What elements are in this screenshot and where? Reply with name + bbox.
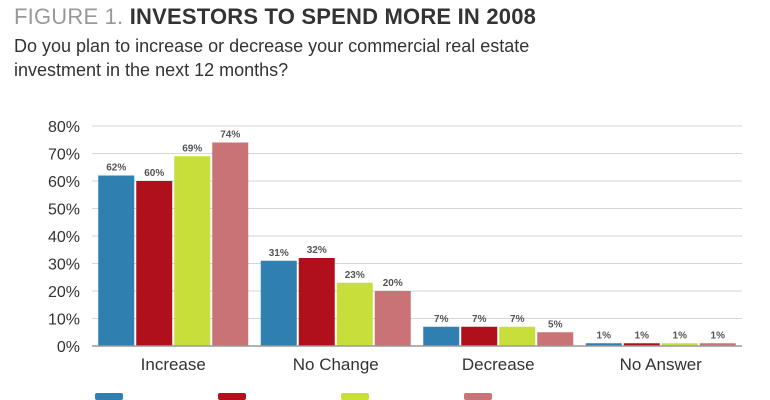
data-label: 5% [548, 319, 563, 330]
y-tick-label: 60% [48, 174, 80, 191]
y-tick-label: 0% [57, 339, 80, 356]
data-label: 1% [673, 330, 688, 341]
figure-number: FIGURE 1. [14, 4, 124, 29]
bar [461, 326, 498, 346]
bar [374, 291, 411, 346]
figure-subtitle: Do you plan to increase or decrease your… [14, 36, 530, 80]
data-label: 7% [510, 314, 525, 325]
x-tick-label: No Change [293, 355, 379, 374]
data-label: 1% [597, 330, 612, 341]
x-tick-label: No Answer [620, 355, 703, 374]
bar [499, 326, 536, 346]
data-label: 74% [220, 130, 240, 141]
data-label: 20% [383, 278, 403, 289]
legend-swatch [464, 393, 492, 400]
bar [585, 343, 622, 346]
bar [260, 260, 297, 346]
bar [661, 343, 698, 346]
data-label: 1% [711, 330, 726, 341]
figure-title: FIGURE 1. INVESTORS TO SPEND MORE IN 200… [14, 4, 536, 30]
data-label: 7% [434, 314, 449, 325]
bar [336, 282, 373, 346]
data-label: 62% [106, 163, 126, 174]
bar [212, 142, 249, 346]
x-tick-label: Increase [141, 355, 206, 374]
data-label: 32% [307, 245, 327, 256]
y-tick-label: 40% [48, 229, 80, 246]
data-label: 60% [144, 168, 164, 179]
y-tick-label: 70% [48, 147, 80, 164]
figure-heading: INVESTORS TO SPEND MORE IN 2008 [129, 4, 537, 29]
bar [298, 258, 335, 346]
y-tick-label: 80% [48, 119, 80, 136]
data-label: 31% [269, 248, 289, 259]
data-label: 23% [345, 270, 365, 281]
bar [623, 343, 660, 346]
y-tick-label: 50% [48, 202, 80, 219]
bar [136, 181, 173, 346]
legend-swatch [95, 393, 123, 400]
x-tick-label: Decrease [462, 355, 535, 374]
data-label: 1% [635, 330, 650, 341]
bar [699, 343, 736, 346]
y-tick-label: 10% [48, 312, 80, 329]
bar [537, 332, 574, 346]
bar [423, 326, 460, 346]
bar [98, 175, 135, 346]
legend-swatch [341, 393, 369, 400]
y-tick-label: 20% [48, 284, 80, 301]
y-tick-label: 30% [48, 257, 80, 274]
legend-swatch [218, 393, 246, 400]
bar [174, 156, 211, 346]
data-label: 69% [182, 143, 202, 154]
data-label: 7% [472, 314, 487, 325]
